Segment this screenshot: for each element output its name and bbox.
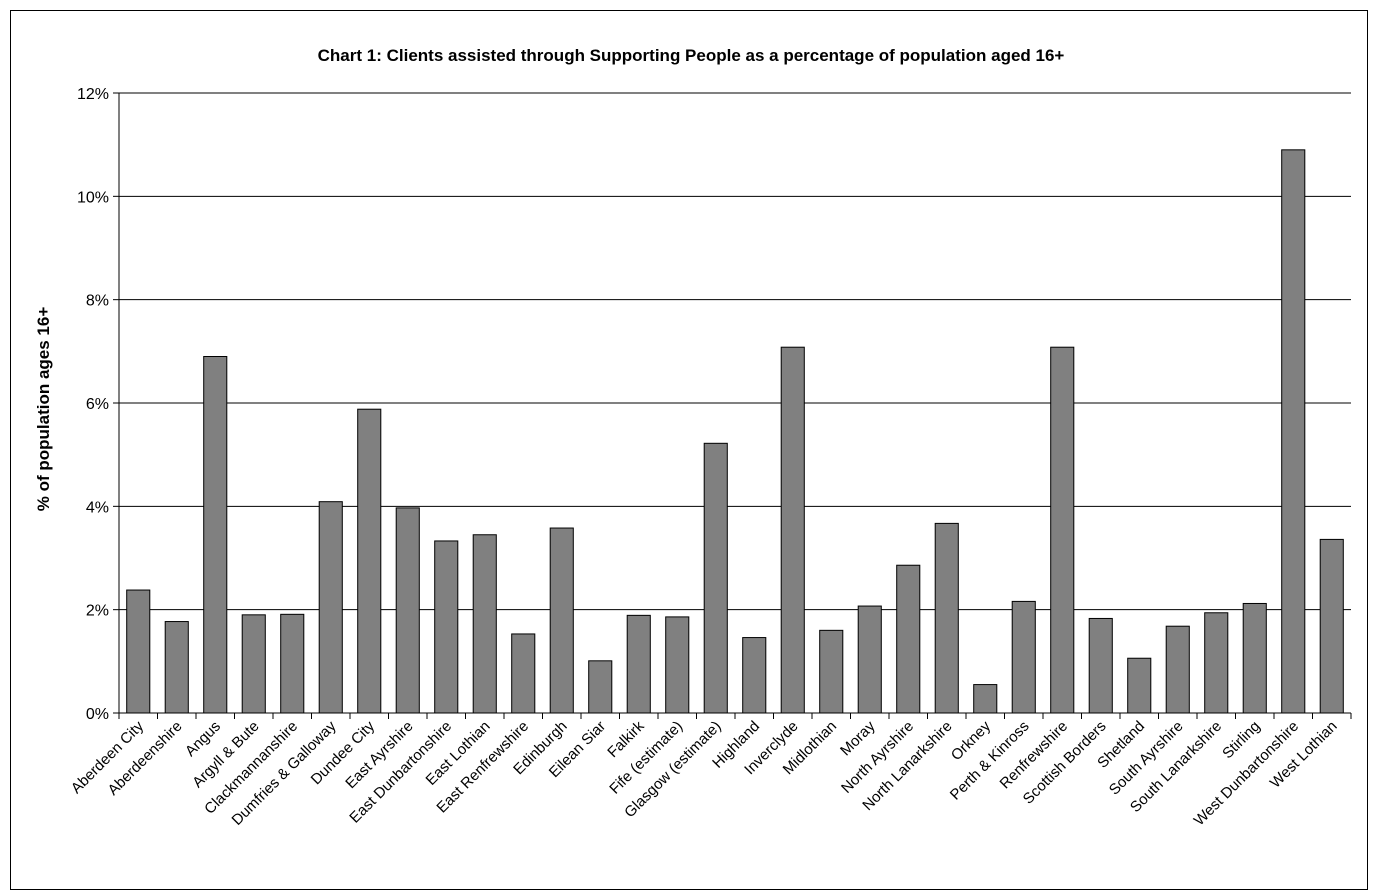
- bar: [1011, 600, 1036, 714]
- bar: [1319, 538, 1344, 714]
- bar: [1281, 149, 1306, 714]
- bar: [357, 408, 382, 714]
- y-axis-label: % of population ages 16+: [34, 307, 53, 512]
- bar: [164, 621, 189, 714]
- y-tick-label: 8%: [86, 293, 109, 310]
- bar: [1127, 657, 1152, 714]
- bar: [280, 613, 305, 714]
- chart-frame: Chart 1: Clients assisted through Suppor…: [10, 10, 1368, 890]
- bar: [549, 527, 574, 714]
- bar: [472, 534, 497, 714]
- bar: [934, 522, 959, 714]
- bar: [626, 614, 651, 714]
- bar: [703, 442, 728, 714]
- bar: [857, 605, 882, 714]
- bar: [241, 614, 266, 714]
- y-tick-label: 12%: [77, 86, 109, 103]
- bar: [780, 346, 805, 714]
- bar: [126, 589, 151, 714]
- y-tick-label: 0%: [86, 706, 109, 723]
- chart-title: Chart 1: Clients assisted through Suppor…: [318, 46, 1065, 65]
- bar: [1204, 612, 1229, 714]
- y-tick-label: 6%: [86, 396, 109, 413]
- bar: [1088, 617, 1113, 714]
- bar: [1242, 602, 1267, 714]
- axes: [113, 92, 1352, 719]
- bar: [973, 684, 998, 714]
- bar-chart: Chart 1: Clients assisted through Suppor…: [34, 46, 1352, 829]
- bar: [896, 564, 921, 714]
- bar: [742, 637, 767, 714]
- bars: [126, 149, 1344, 714]
- y-tick-labels: 0% 2% 4% 6% 8% 10% 12%: [77, 86, 109, 723]
- bar: [665, 616, 690, 714]
- bar: [511, 633, 536, 714]
- bar: [1165, 625, 1190, 714]
- bar: [819, 629, 844, 714]
- y-tick-label: 10%: [77, 189, 109, 206]
- gridlines: [119, 92, 1351, 611]
- bar: [318, 501, 343, 714]
- bar: [395, 507, 420, 714]
- y-tick-label: 2%: [86, 603, 109, 620]
- bar: [203, 356, 228, 714]
- bar: [434, 540, 459, 714]
- bar: [1050, 346, 1075, 714]
- y-tick-label: 4%: [86, 499, 109, 516]
- bar: [588, 660, 613, 714]
